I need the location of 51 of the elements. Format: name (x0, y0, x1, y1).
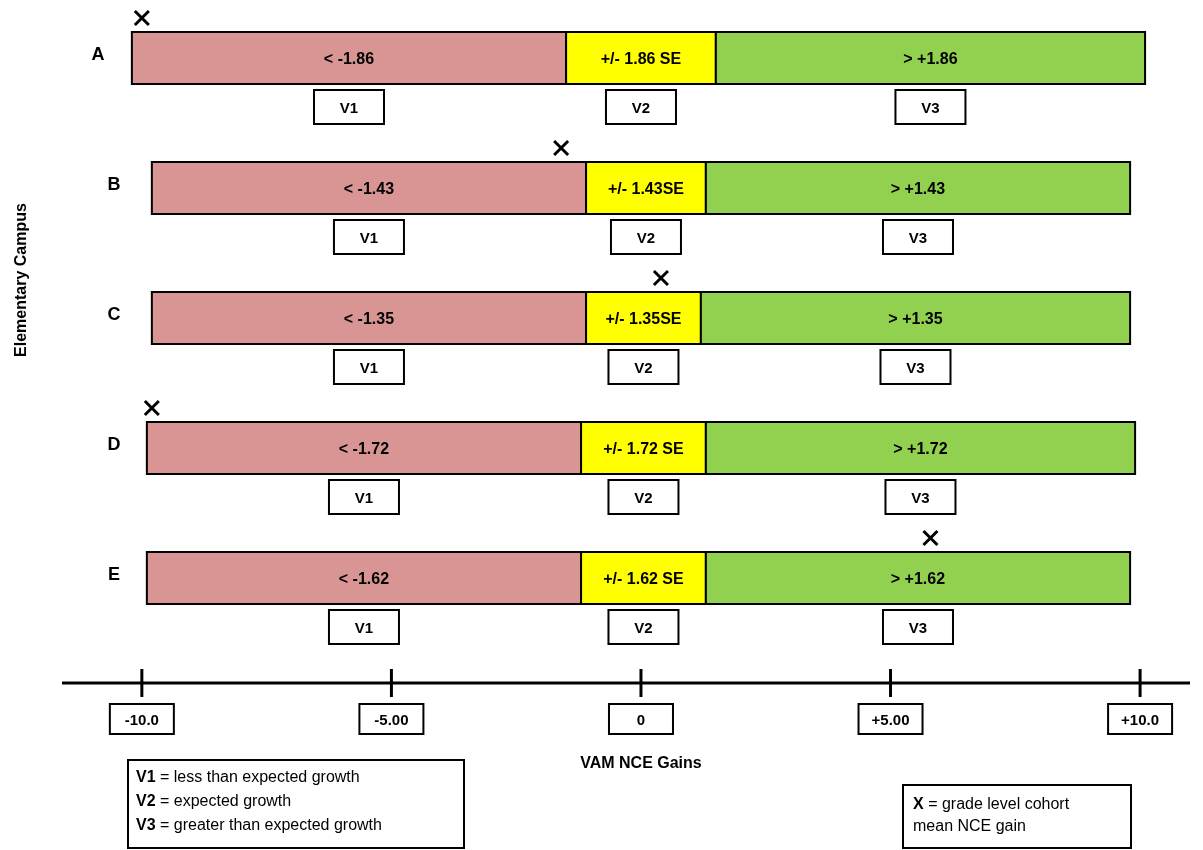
annotation: > +1.43 (890, 180, 946, 197)
annotation: V2 (634, 489, 653, 506)
annotation: V1 (339, 99, 359, 116)
x-tick-label: -10.0 (124, 711, 159, 728)
y-tick-label: C (107, 304, 121, 324)
text: X = grade level cohort mean NCE gain (913, 795, 1070, 834)
annotation: +/- 1.86 SE (600, 50, 682, 67)
annotation: < -1.86 (323, 50, 375, 67)
annotation: V2 (634, 359, 653, 376)
annotation: V3 (906, 359, 925, 376)
y-axis-title: Elementary Campus (12, 202, 29, 357)
annotation: V3 (921, 99, 940, 116)
point (143, 399, 161, 417)
annotation: +/- 1.43SE (607, 180, 685, 197)
text: V1 = less than expected growth (136, 768, 360, 785)
annotation: > +1.86 (903, 50, 958, 67)
annotation: < -1.35 (343, 310, 395, 327)
y-tick-label: A (91, 44, 105, 64)
y-tick-label: E (107, 564, 121, 584)
annotation: V2 (636, 229, 656, 246)
annotation: > +1.72 (893, 440, 948, 457)
point (133, 9, 151, 27)
annotation: V2 (634, 619, 653, 636)
x-axis-title: VAM NCE Gains (580, 754, 702, 771)
annotation: V3 (908, 619, 928, 636)
annotation: < -1.43 (343, 180, 395, 197)
annotation: +/- 1.35SE (605, 310, 682, 327)
annotation: V1 (359, 229, 379, 246)
annotation: V1 (359, 359, 379, 376)
point (552, 139, 570, 157)
text: V3 = greater than expected growth (136, 816, 382, 833)
point (652, 269, 670, 287)
annotation: V2 (631, 99, 651, 116)
annotation: V3 (911, 489, 930, 506)
annotation: > +1.35 (888, 310, 943, 327)
y-tick-label: D (107, 434, 121, 454)
x-tick-label: +10.0 (1121, 711, 1160, 728)
annotation: > +1.62 (890, 570, 946, 587)
x-tick-label: +5.00 (871, 711, 910, 728)
annotation: +/- 1.62 SE (603, 570, 685, 587)
point (921, 529, 939, 547)
y-tick-label: B (107, 174, 121, 194)
x-tick-label: -5.00 (374, 711, 409, 728)
annotation: V1 (354, 619, 374, 636)
x-tick-label: 0 (636, 711, 646, 728)
text: V2 = expected growth (136, 792, 292, 809)
annotation: +/- 1.72 SE (603, 440, 685, 457)
annotation: V3 (908, 229, 928, 246)
annotation: V1 (354, 489, 374, 506)
annotation: < -1.62 (338, 570, 390, 587)
annotation: < -1.72 (338, 440, 390, 457)
